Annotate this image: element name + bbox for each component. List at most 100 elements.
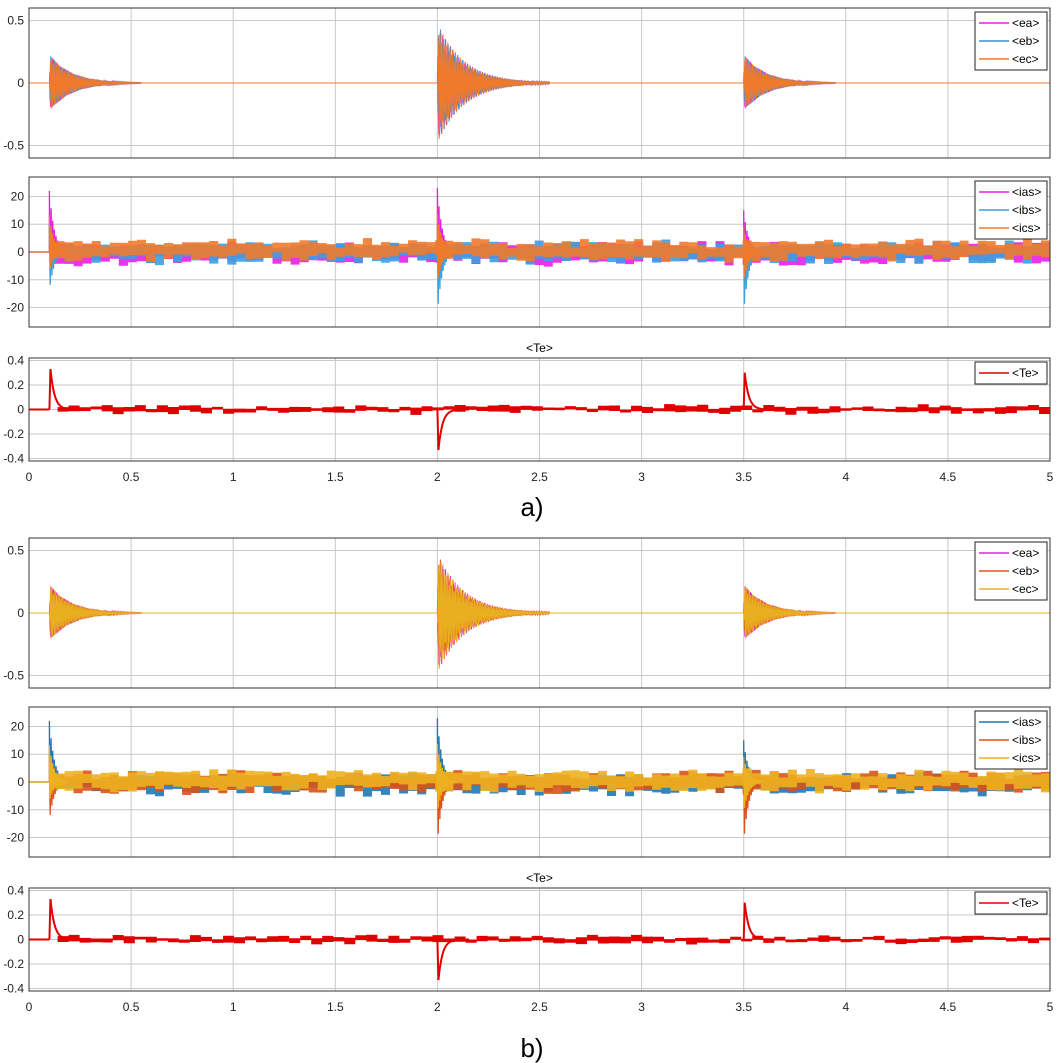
a-torque-ytick-label: 0.4 — [7, 353, 24, 367]
a-torque-xtick-label: 1.5 — [327, 470, 344, 484]
b-emf-ytick-label: -0.5 — [3, 669, 24, 683]
b-emf-frame — [28, 537, 1051, 689]
b-torque-xtick-label: 4.5 — [940, 1000, 957, 1014]
a-torque-title: <Te> — [526, 341, 553, 355]
b-emf-legend: <ea> <eb> <ec> — [974, 541, 1048, 601]
b-emf-legend-label: <ea> — [1012, 546, 1039, 560]
a-current-ytick-label: 20 — [11, 189, 25, 203]
a-torque-traces — [29, 368, 1050, 451]
b-current-legend-label: <ics> — [1012, 751, 1041, 765]
a-emf-legend-label: <ea> — [1012, 16, 1039, 30]
b-current-legend: <ias> <ibs> <ics> — [974, 710, 1048, 770]
a-emf-panel: 0.5 0 -0.5 <ea> <eb> <ec> — [3, 7, 1051, 159]
b-torque-xtick-label: 0.5 — [123, 1000, 140, 1014]
b-emf-traces — [29, 559, 1050, 669]
a-emf-ytick-label: 0.5 — [7, 14, 24, 28]
a-emf-ytick-label: -0.5 — [3, 139, 24, 153]
a-torque-xtick-label: 4.5 — [940, 470, 957, 484]
a-torque-frame — [28, 357, 1051, 462]
a-torque-ytick-label: 0 — [17, 403, 24, 417]
b-emf-ytick-label: 0.5 — [7, 544, 24, 558]
b-torque-xtick-label: 2.5 — [531, 1000, 548, 1014]
a-torque-series-1 — [29, 368, 776, 451]
b-torque-xtick-label: 0 — [26, 1000, 33, 1014]
b-current-spikes-3 — [29, 743, 764, 808]
b-current-frame — [28, 706, 1051, 858]
b-current-ytick-label: -20 — [7, 831, 25, 845]
b-torque-legend-label: <Te> — [1012, 896, 1039, 910]
b-current-ytick-label: 0 — [17, 775, 24, 789]
b-torque-ytick-label: 0 — [17, 933, 24, 947]
b-torque-traces — [29, 898, 1050, 981]
b-torque-xtick-label: 4 — [842, 1000, 849, 1014]
a-current-legend-label: <ias> — [1012, 185, 1041, 199]
b-emf-panel: 0.5 0 -0.5 <ea> <eb> <ec> — [3, 537, 1051, 689]
b-torque-series-1 — [29, 898, 776, 981]
a-current-ytick-label: -20 — [7, 301, 25, 315]
b-current-legend-label: <ibs> — [1012, 733, 1041, 747]
a-torque-ytick-label: 0.2 — [7, 378, 24, 392]
b-torque-ytick-label: -0.4 — [3, 982, 24, 996]
a-emf-traces — [29, 29, 1050, 139]
b-current-band-3 — [55, 768, 1050, 794]
a-emf-legend-label: <ec> — [1012, 52, 1039, 66]
a-torque-xtick-label: 0.5 — [123, 470, 140, 484]
b-torque-ytick-label: 0.2 — [7, 908, 24, 922]
a-current-ytick-label: 0 — [17, 245, 24, 259]
b-torque-xtick-label: 5 — [1047, 1000, 1054, 1014]
b-current-legend-label: <ias> — [1012, 715, 1041, 729]
b-torque-xtick-label: 2 — [434, 1000, 441, 1014]
a-torque-legend: <Te> — [974, 361, 1048, 385]
a-current-legend: <ias> <ibs> <ics> — [974, 180, 1048, 240]
b-current-ytick-label: -10 — [7, 803, 25, 817]
a-current-ytick-label: -10 — [7, 273, 25, 287]
a-current-ytick-label: 10 — [11, 217, 25, 231]
b-torque-xtick-label: 3 — [638, 1000, 645, 1014]
b-torque-xtick-label: 1 — [230, 1000, 237, 1014]
a-emf-frame — [28, 7, 1051, 159]
a-current-spikes-3 — [29, 213, 764, 278]
a-emf-series-3 — [29, 33, 1050, 139]
a-current-legend-label: <ibs> — [1012, 203, 1041, 217]
b-current-ytick-label: 20 — [11, 719, 25, 733]
b-current-traces — [29, 718, 1050, 834]
b-emf-legend-label: <eb> — [1012, 564, 1039, 578]
b-torque-ytick-label: 0.4 — [7, 883, 24, 897]
a-torque-xtick-label: 4 — [842, 470, 849, 484]
caption-a: a) — [520, 492, 543, 522]
b-current-panel: 20 10 0 -10 -20 <ias> <ibs> <ics> — [7, 706, 1051, 858]
b-emf-legend-label: <ec> — [1012, 582, 1039, 596]
a-torque-xtick-label: 1 — [230, 470, 237, 484]
b-torque-panel: 0.4 0.2 0 -0.2 -0.4 <Te> 0 0.5 1 1.5 2 2.5 3 3.5 4 4.5 5… — [3, 871, 1053, 1014]
a-torque-band — [57, 404, 1050, 415]
a-current-frame — [28, 176, 1051, 328]
a-torque-xtick-label: 2.5 — [531, 470, 548, 484]
a-torque-xtick-label: 2 — [434, 470, 441, 484]
b-torque-ytick-label: -0.2 — [3, 957, 24, 971]
a-emf-ytick-label: 0 — [17, 76, 24, 90]
b-emf-series-3 — [29, 563, 1050, 669]
a-torque-ytick-label: -0.2 — [3, 427, 24, 441]
b-torque-band — [57, 934, 1050, 945]
a-torque-xtick-label: 0 — [26, 470, 33, 484]
a-torque-legend-label: <Te> — [1012, 366, 1039, 380]
a-torque-xtick-label: 5 — [1047, 470, 1054, 484]
b-emf-ytick-label: 0 — [17, 606, 24, 620]
a-current-band-3 — [55, 238, 1050, 263]
a-current-traces — [29, 188, 1050, 304]
a-torque-ytick-label: -0.4 — [3, 452, 24, 466]
caption-b: b) — [520, 1033, 543, 1063]
b-torque-frame — [28, 887, 1051, 992]
a-torque-xtick-label: 3 — [638, 470, 645, 484]
b-current-ytick-label: 10 — [11, 747, 25, 761]
a-emf-legend-label: <eb> — [1012, 34, 1039, 48]
b-torque-legend: <Te> — [974, 891, 1048, 915]
a-torque-panel: 0.4 0.2 0 -0.2 -0.4 <Te> 0 0.5 1 1.5 2 2.5 3 3.5 4 4.5 5… — [3, 341, 1053, 484]
a-current-legend-label: <ics> — [1012, 221, 1041, 235]
b-torque-xtick-label: 1.5 — [327, 1000, 344, 1014]
a-current-panel: 20 10 0 -10 -20 <ias> <ibs> <ics> — [7, 176, 1051, 328]
b-torque-xtick-label: 3.5 — [735, 1000, 752, 1014]
a-emf-legend: <ea> <eb> <ec> — [974, 11, 1048, 71]
a-torque-xtick-label: 3.5 — [735, 470, 752, 484]
